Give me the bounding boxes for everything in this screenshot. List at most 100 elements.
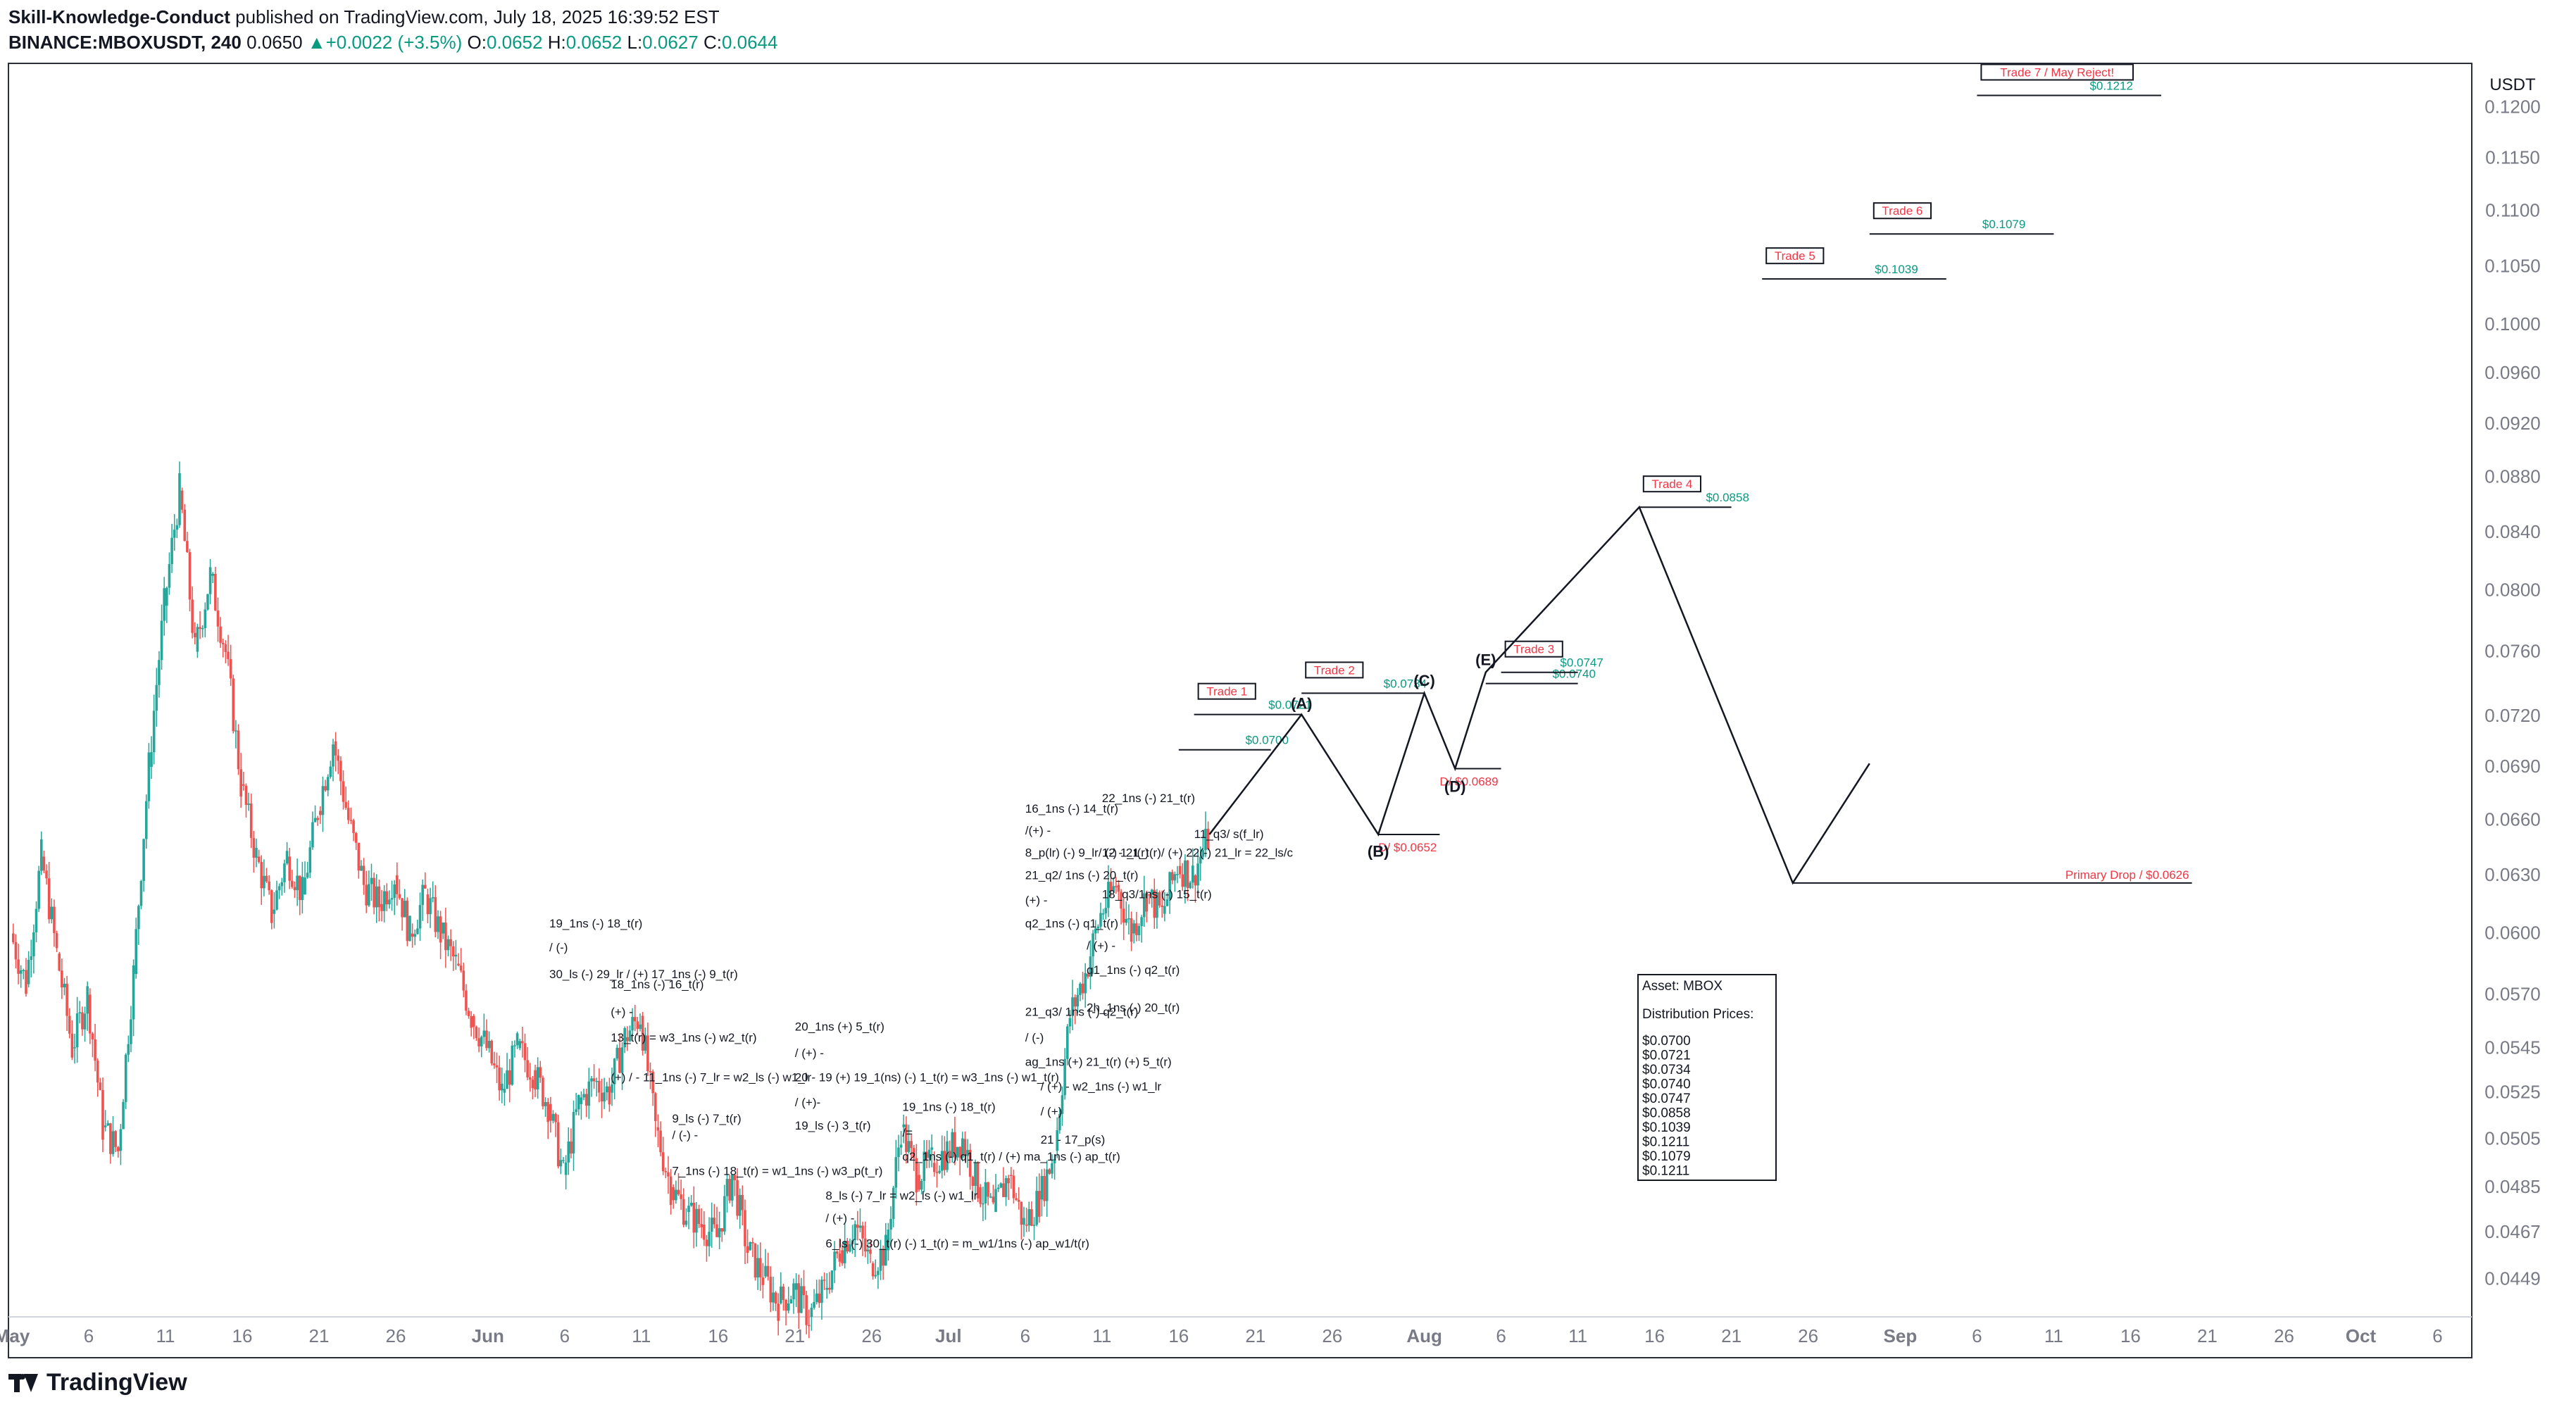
y-tick-label: 0.0630 (2484, 864, 2541, 885)
candle (618, 1033, 621, 1074)
price-level[interactable]: $0.0700 (1178, 734, 1289, 751)
candle (321, 776, 325, 832)
x-tick-label: 16 (708, 1325, 728, 1346)
candle (365, 870, 368, 913)
candle (1012, 1169, 1015, 1204)
x-tick-label: Aug (1406, 1325, 1442, 1346)
trade-tag-label: Trade 7 / May Reject! (2000, 65, 2114, 79)
candle (273, 892, 276, 929)
candle (1092, 930, 1094, 975)
last-price: 0.0650 (246, 32, 303, 53)
price-level[interactable]: $0.0721 Trade 1 (1194, 682, 1312, 715)
y-tick-label: 0.0570 (2484, 983, 2541, 1004)
candle (613, 1058, 616, 1100)
low-value: 0.0627 (642, 32, 699, 53)
candle (943, 1136, 946, 1176)
price-level[interactable]: $0.0858 Trade 4 (1639, 475, 1749, 508)
candle (1094, 920, 1097, 940)
candle (1015, 1193, 1018, 1201)
candle (938, 1165, 941, 1175)
candle (242, 771, 245, 791)
candle (17, 944, 20, 984)
price-level[interactable]: $0.0734 Trade 2 (1301, 661, 1427, 694)
candle (55, 930, 58, 953)
candle (777, 1293, 780, 1336)
candle (659, 1121, 662, 1156)
candle (1079, 982, 1082, 1001)
candle (528, 1063, 532, 1092)
candle (1087, 970, 1089, 979)
candle (899, 1131, 903, 1156)
candle (1030, 1201, 1033, 1227)
candle (124, 1053, 127, 1110)
candle (1150, 889, 1153, 908)
candle (280, 877, 284, 896)
candle (191, 586, 194, 639)
y-tick-label: 0.0880 (2484, 465, 2541, 487)
tradingview-logo-icon (8, 1373, 39, 1392)
y-tick-label: 0.0800 (2484, 580, 2541, 601)
price-level[interactable]: $0.1039 Trade 5 (1762, 247, 1946, 280)
price-level[interactable]: $0.1079 Trade 6 (1869, 202, 2054, 235)
candle (782, 1284, 785, 1311)
candle (521, 1027, 524, 1058)
candle (206, 594, 209, 611)
candle (1096, 924, 1100, 934)
footer-brand[interactable]: TradingView (8, 1369, 187, 1396)
candle (1168, 871, 1171, 914)
candle (385, 883, 389, 911)
candle (654, 1092, 657, 1137)
candle (723, 1184, 726, 1235)
candle (894, 1139, 898, 1199)
candle (454, 939, 458, 970)
candle (1037, 1173, 1041, 1223)
price-axis[interactable]: 0.1200 0.1150 0.1100 0.1050 0.1000 0.0960 0.09… (2484, 96, 2541, 1289)
candle (805, 1290, 808, 1334)
wave-annotation: / (+) - w2_1ns (-) w1_lr (1041, 1080, 1162, 1093)
price-level[interactable]: D/ $0.0689 (1439, 768, 1501, 789)
candle (1056, 1117, 1059, 1158)
candle (667, 1156, 670, 1194)
price-level[interactable]: Primary Drop / $0.0626 (1792, 868, 2192, 884)
candle (111, 1116, 115, 1157)
candle (1148, 894, 1151, 904)
candle (736, 1168, 739, 1220)
y-tick-label: 0.0760 (2484, 640, 2541, 661)
y-tick-label: 0.1150 (2485, 146, 2540, 168)
candle (954, 1116, 956, 1165)
symbol-name: BINANCE:MBOXUSDT, 240 (8, 32, 242, 53)
candle (180, 487, 184, 513)
candle (1158, 890, 1161, 908)
candle (600, 1078, 604, 1118)
candle (518, 1039, 522, 1051)
candles-layer (12, 461, 1210, 1339)
candle (570, 1128, 573, 1158)
candle (473, 1013, 475, 1039)
candle (620, 1042, 624, 1090)
price-level[interactable]: $0.0747 Trade 3 (1501, 640, 1603, 673)
level-price-label: $0.0747 (1560, 656, 1603, 670)
candle (408, 915, 411, 942)
candle (564, 1155, 568, 1189)
candle (813, 1289, 815, 1310)
candle (173, 513, 176, 551)
candle (1189, 880, 1192, 889)
candle (244, 783, 248, 818)
candle (1199, 846, 1202, 881)
author-name[interactable]: Skill-Knowledge-Conduct (8, 6, 230, 27)
wave-annotation: 19_1ns (-) 18_t(r) (549, 917, 642, 930)
candle (306, 861, 309, 879)
candle (595, 1077, 599, 1097)
candle (86, 981, 89, 1031)
price-level[interactable]: D/ $0.0652 (1378, 833, 1440, 854)
x-tick-label: 6 (84, 1325, 94, 1346)
candle (370, 863, 373, 901)
candle (999, 1182, 1003, 1189)
time-axis[interactable]: May 6 11 16 21 26 Jun 6 11 16 21 26 Jul 6 11 16 21 26 Aug 6… (0, 1325, 2443, 1346)
candle (277, 883, 281, 899)
price-level[interactable]: $0.0740 (1485, 668, 1596, 684)
candle (646, 1023, 649, 1076)
